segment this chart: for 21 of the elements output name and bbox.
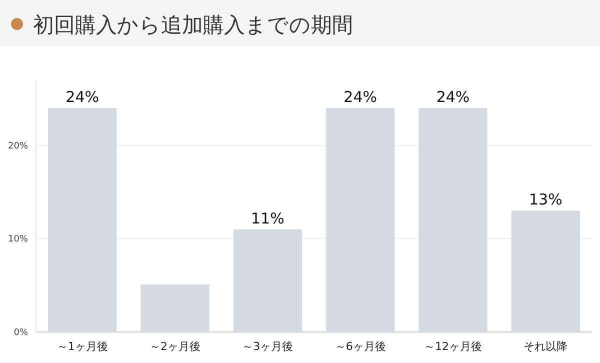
bar [48, 108, 117, 332]
bar [418, 108, 488, 332]
chart-title: 初回購入から追加購入までの期間 [33, 13, 353, 37]
data-label: 11% [250, 209, 284, 228]
bar [140, 284, 210, 332]
data-label: 24% [344, 88, 378, 106]
bar [326, 108, 395, 332]
x-tick-label: ～2ヶ月後 [150, 340, 200, 353]
x-tick-label: ～6ヶ月後 [334, 340, 386, 353]
bar [233, 229, 302, 332]
x-tick-label: ～1ヶ月後 [56, 340, 108, 353]
y-tick-label: 20% [8, 141, 28, 152]
data-label: 24% [66, 88, 100, 106]
bar [511, 210, 580, 332]
data-label: 13% [528, 190, 562, 209]
x-tick-label: ～12ヶ月後 [424, 340, 482, 353]
x-tick-label: それ以降 [524, 340, 568, 353]
data-label: 24% [436, 88, 470, 106]
y-tick-label: 0% [14, 328, 28, 338]
x-tick-label: ～3ヶ月後 [242, 340, 294, 353]
y-tick-label: 10% [8, 234, 28, 245]
